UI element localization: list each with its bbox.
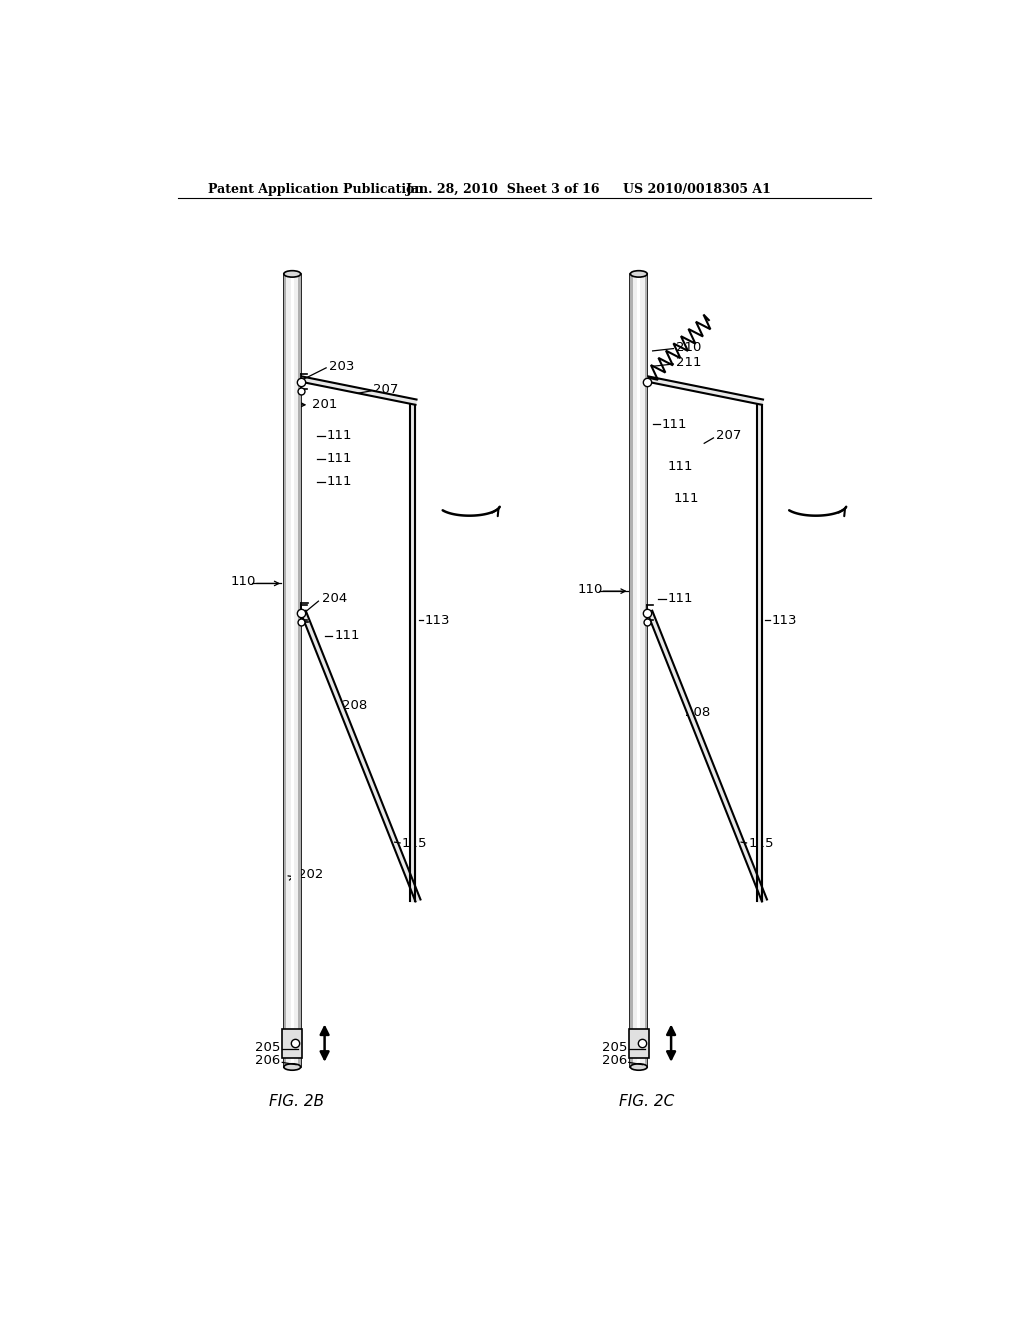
Bar — [298, 275, 301, 1067]
Ellipse shape — [284, 1064, 301, 1071]
Text: Jan. 28, 2010  Sheet 3 of 16: Jan. 28, 2010 Sheet 3 of 16 — [407, 183, 601, 197]
Text: 110: 110 — [578, 583, 602, 597]
Text: 203: 203 — [330, 360, 354, 372]
Polygon shape — [301, 376, 417, 405]
Bar — [629, 1028, 649, 1057]
Ellipse shape — [631, 271, 647, 277]
Text: 110: 110 — [230, 576, 256, 589]
Text: 113: 113 — [771, 614, 797, 627]
Polygon shape — [757, 405, 762, 902]
Text: 111: 111 — [327, 429, 352, 442]
Text: 111: 111 — [335, 630, 360, 643]
Text: 207: 207 — [716, 429, 741, 442]
Bar — [631, 275, 647, 1067]
Text: 208: 208 — [342, 698, 368, 711]
Bar — [291, 275, 294, 1067]
Text: 205: 205 — [602, 1041, 627, 1055]
Text: 111: 111 — [327, 475, 352, 488]
Text: 210: 210 — [676, 341, 701, 354]
Ellipse shape — [631, 1064, 647, 1071]
Text: 204: 204 — [322, 593, 347, 606]
Text: 205: 205 — [255, 1041, 281, 1055]
Text: 201: 201 — [311, 399, 337, 412]
Text: 202: 202 — [298, 869, 324, 880]
Bar — [284, 275, 301, 1067]
Text: 111: 111 — [668, 593, 693, 606]
Text: 211: 211 — [676, 356, 701, 370]
Polygon shape — [647, 376, 763, 405]
Ellipse shape — [284, 271, 301, 277]
Text: 115: 115 — [749, 837, 773, 850]
Text: FIG. 2B: FIG. 2B — [268, 1094, 324, 1109]
Text: 111: 111 — [662, 417, 687, 430]
Text: 111: 111 — [674, 492, 699, 506]
Bar — [631, 275, 633, 1067]
Bar — [283, 1028, 302, 1057]
Text: 208: 208 — [685, 706, 711, 719]
Text: FIG. 2C: FIG. 2C — [618, 1094, 674, 1109]
Text: 206: 206 — [602, 1055, 627, 1068]
Text: US 2010/0018305 A1: US 2010/0018305 A1 — [624, 183, 771, 197]
Bar — [645, 275, 647, 1067]
Text: Patent Application Publication: Patent Application Publication — [208, 183, 423, 197]
Text: 111: 111 — [327, 453, 352, 465]
Text: 115: 115 — [401, 837, 427, 850]
Text: 113: 113 — [425, 614, 451, 627]
Polygon shape — [301, 611, 421, 902]
Text: 111: 111 — [668, 459, 693, 473]
Polygon shape — [647, 611, 767, 902]
Polygon shape — [410, 405, 416, 902]
Bar — [637, 275, 640, 1067]
Text: 207: 207 — [373, 383, 398, 396]
Text: 206: 206 — [255, 1055, 281, 1068]
Bar — [284, 275, 287, 1067]
